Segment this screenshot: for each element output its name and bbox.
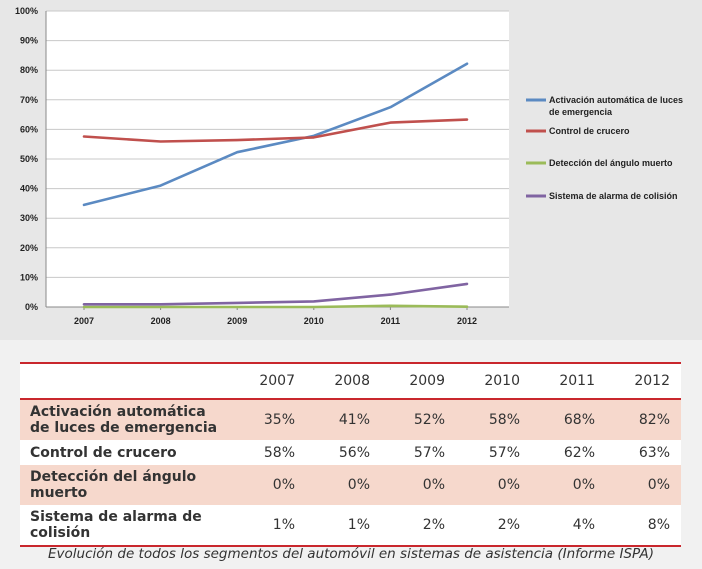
y-tick-label: 50% [20, 154, 38, 164]
table-cell: 58% [456, 399, 531, 440]
table-cell: 0% [231, 465, 306, 505]
line-chart: 0% 10% 20% 30% 40% 50% 60% 70% 80% 90% 100% 2007 200… [15, 6, 683, 326]
y-tick-label: 0% [25, 302, 38, 312]
table-cell: 0% [606, 465, 681, 505]
y-tick-label: 70% [20, 95, 38, 105]
header-year: 2010 [456, 362, 531, 400]
table-cell: 56% [306, 440, 381, 465]
table-cell: 1% [306, 505, 381, 547]
table-row: Sistema de alarma de colisión 1% 1% 2% 2… [20, 505, 681, 547]
series-line-3 [82, 304, 469, 309]
table-panel: 2007 2008 2009 2010 2011 2012 Activación… [0, 340, 702, 569]
table-cell: 2% [456, 505, 531, 547]
x-tick-label: 2008 [151, 316, 171, 326]
header-year: 2007 [231, 362, 306, 400]
table-cell: 52% [381, 399, 456, 440]
table-cell: 63% [606, 440, 681, 465]
table-row: Detección del ángulo muerto 0% 0% 0% 0% … [20, 465, 681, 505]
row-label: Detección del ángulo muerto [20, 465, 231, 505]
legend-label: Detección del ángulo muerto [549, 158, 673, 168]
y-tick-label: 30% [20, 213, 38, 223]
table-cell: 1% [231, 505, 306, 547]
table-cell: 0% [306, 465, 381, 505]
table-cell: 58% [231, 440, 306, 465]
data-table: 2007 2008 2009 2010 2011 2012 Activación… [20, 362, 681, 547]
header-year: 2008 [306, 362, 381, 400]
header-year: 2009 [381, 362, 456, 400]
table-cell: 0% [531, 465, 606, 505]
legend-label: Control de crucero [549, 126, 630, 136]
series-line-4 [82, 282, 469, 306]
table-cell: 4% [531, 505, 606, 547]
table-cell: 8% [606, 505, 681, 547]
table-cell: 0% [381, 465, 456, 505]
y-tick-label: 40% [20, 184, 38, 194]
y-tick-label: 90% [20, 36, 38, 46]
y-tick-label: 100% [15, 6, 38, 16]
table-cell: 0% [456, 465, 531, 505]
table-cell: 41% [306, 399, 381, 440]
table-cell: 57% [456, 440, 531, 465]
header-year: 2011 [531, 362, 606, 400]
table-cell: 35% [231, 399, 306, 440]
table-cell: 2% [381, 505, 456, 547]
series-line-1 [82, 62, 469, 207]
series-line-2 [82, 118, 469, 143]
table-cell: 62% [531, 440, 606, 465]
y-tick-label: 20% [20, 243, 38, 253]
table-row: Control de crucero 58% 56% 57% 57% 62% 6… [20, 440, 681, 465]
x-tick-label: 2007 [74, 316, 94, 326]
table-cell: 82% [606, 399, 681, 440]
legend-label: de emergencia [549, 107, 613, 117]
y-tick-label: 80% [20, 65, 38, 75]
header-empty-cell [20, 362, 231, 400]
x-tick-label: 2012 [457, 316, 477, 326]
x-tick-label: 2010 [304, 316, 324, 326]
legend-label: Sistema de alarma de colisión [549, 191, 678, 201]
header-year: 2012 [606, 362, 681, 400]
table-cell: 68% [531, 399, 606, 440]
row-label: Sistema de alarma de colisión [20, 505, 231, 547]
y-tick-label: 60% [20, 124, 38, 134]
table-cell: 57% [381, 440, 456, 465]
chart-area: 0% 10% 20% 30% 40% 50% 60% 70% 80% 90% 100% 2007 200… [0, 0, 702, 340]
table-header-row: 2007 2008 2009 2010 2011 2012 [20, 362, 681, 400]
x-tick-label: 2011 [381, 316, 401, 326]
y-tick-label: 10% [20, 272, 38, 282]
row-label: Control de crucero [20, 440, 231, 465]
x-tick-label: 2009 [227, 316, 247, 326]
table-row: Activación automática de luces de emerge… [20, 399, 681, 440]
figure-caption: Evolución de todos los segmentos del aut… [48, 546, 654, 562]
legend-label: Activación automática de luces [549, 95, 683, 105]
row-label: Activación automática de luces de emerge… [20, 399, 231, 440]
